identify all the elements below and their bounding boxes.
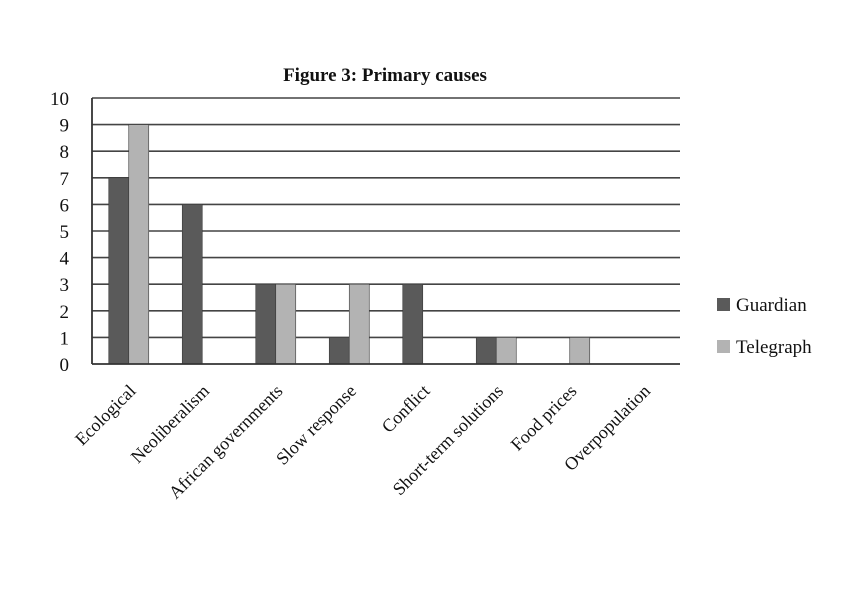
bars (108, 124, 591, 365)
y-tick-label: 4 (60, 249, 70, 270)
bar-guardian-4 (402, 283, 424, 365)
bar-guardian-1 (181, 204, 203, 365)
bar-telegraph-2 (275, 283, 297, 365)
y-axis-ticks: 0 1 2 3 4 5 6 7 8 9 10 (50, 89, 70, 376)
bar-guardian-3 (328, 337, 350, 365)
bar-guardian-0 (108, 177, 130, 365)
x-category-label: Conflict (378, 381, 434, 437)
bar-guardian-2 (255, 283, 277, 365)
bar-guardian-5 (475, 337, 497, 365)
bar-telegraph-5 (495, 337, 517, 365)
bar-telegraph-0 (128, 124, 150, 365)
y-tick-label: 8 (60, 142, 70, 163)
chart-title: Figure 3: Primary causes (283, 65, 487, 86)
x-category-label: Ecological (71, 381, 140, 450)
y-tick-label: 1 (60, 328, 70, 349)
legend: Guardian Telegraph (717, 295, 812, 358)
y-tick-label: 3 (60, 275, 70, 296)
x-category-label: Food prices (507, 381, 581, 455)
legend-swatch-telegraph (717, 340, 730, 353)
legend-swatch-guardian (717, 298, 730, 311)
legend-label: Telegraph (736, 337, 812, 358)
y-tick-label: 2 (60, 302, 70, 323)
y-tick-label: 10 (50, 89, 69, 110)
y-tick-label: 6 (60, 195, 70, 216)
gridlines (92, 97, 680, 339)
y-tick-label: 0 (60, 355, 70, 376)
axes (91, 98, 680, 365)
y-tick-label: 7 (60, 169, 70, 190)
bar-telegraph-3 (348, 283, 370, 365)
y-tick-label: 9 (60, 116, 70, 137)
bar-telegraph-6 (569, 337, 591, 365)
y-tick-label: 5 (60, 222, 70, 243)
legend-label: Guardian (736, 295, 807, 316)
